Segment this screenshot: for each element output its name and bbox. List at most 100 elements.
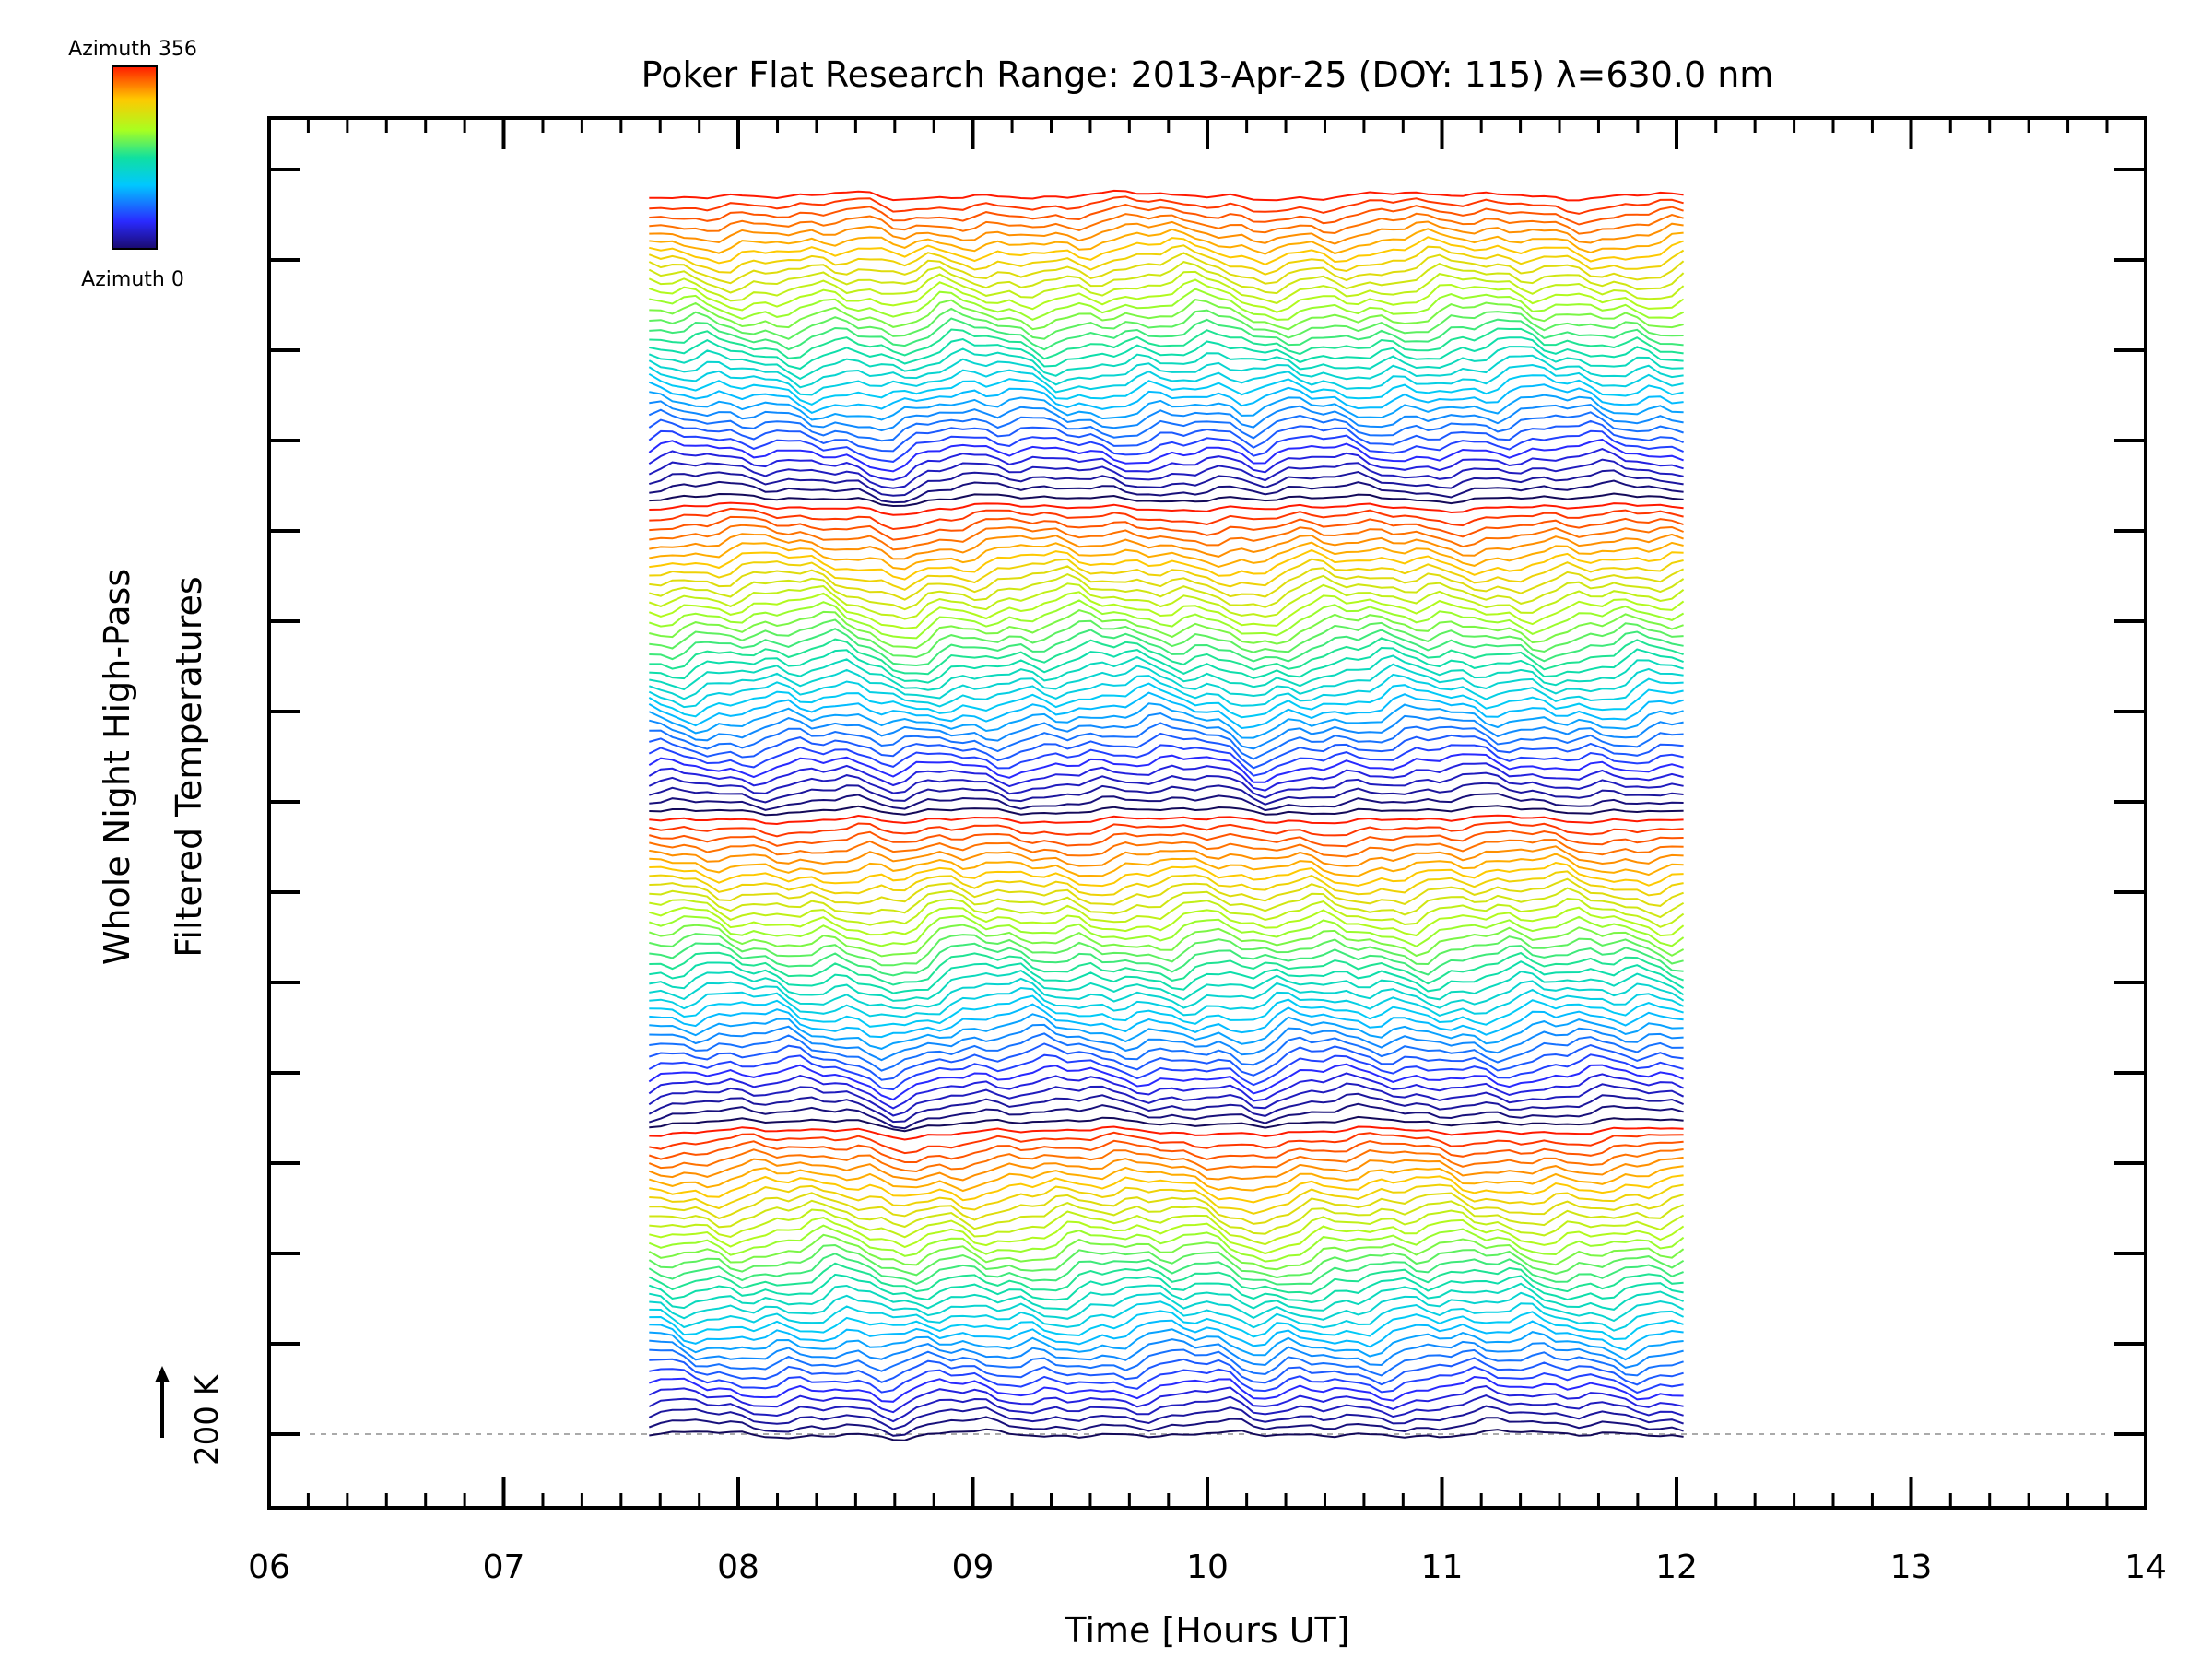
temperature-trace	[648, 582, 1685, 620]
temperature-trace	[649, 236, 1684, 265]
x-axis-title: Time [Hours UT]	[1064, 1610, 1349, 1651]
x-tick-label: 08	[717, 1548, 759, 1586]
temperature-trace	[649, 637, 1684, 676]
temperature-trace	[649, 814, 1684, 826]
temperature-trace	[648, 354, 1684, 389]
temperature-trace	[648, 363, 1684, 396]
temperature-trace	[648, 691, 1684, 730]
temperature-trace	[648, 1394, 1684, 1423]
temperature-trace	[649, 541, 1684, 571]
x-tick-label: 13	[1890, 1548, 1933, 1586]
temperature-trace	[649, 1291, 1685, 1323]
chart-title: Poker Flat Research Range: 2013-Apr-25 (…	[641, 54, 1774, 95]
x-tick-label: 07	[483, 1548, 525, 1586]
temperature-trace	[648, 1042, 1684, 1081]
temperature-trace	[649, 400, 1684, 432]
temperature-trace	[648, 702, 1684, 739]
temperature-trace	[649, 986, 1685, 1018]
temperature-trace	[648, 914, 1685, 947]
temperature-trace	[648, 599, 1685, 640]
temperature-trace	[648, 244, 1685, 276]
temperature-trace	[649, 618, 1684, 659]
temperature-trace	[649, 1115, 1684, 1133]
temperature-trace	[649, 732, 1684, 770]
y-axis-title-line-1: Whole Night High-Pass	[97, 569, 137, 965]
temperature-trace	[649, 906, 1685, 937]
temperature-trace	[648, 753, 1684, 783]
temperature-traces	[648, 189, 1685, 1441]
temperature-trace	[648, 744, 1684, 777]
temperature-trace	[649, 1183, 1684, 1215]
colorbar-top-label: Azimuth 356	[68, 38, 197, 61]
temperature-trace	[648, 1233, 1685, 1271]
y-axis-title: Whole Night High-Pass Filtered Temperatu…	[97, 569, 209, 965]
temperature-trace	[649, 1003, 1684, 1039]
temperature-trace	[649, 212, 1684, 235]
temperature-trace	[649, 1310, 1684, 1341]
temperature-trace	[649, 897, 1685, 928]
temperature-trace	[648, 458, 1684, 489]
x-tick-label: 12	[1655, 1548, 1698, 1586]
scale-bar-arrow-head	[155, 1366, 170, 1382]
temperature-trace	[649, 1131, 1684, 1155]
temperature-trace	[648, 1416, 1684, 1437]
y-axis-title-line-2: Filtered Temperatures	[169, 576, 209, 957]
temperature-trace	[649, 951, 1684, 986]
temperature-trace	[649, 845, 1684, 867]
temperature-trace	[648, 682, 1684, 719]
temperature-trace	[649, 1032, 1684, 1072]
temperature-trace	[648, 1072, 1685, 1110]
temperature-trace	[648, 438, 1684, 473]
temperature-trace	[649, 870, 1684, 897]
temperature-trace	[649, 558, 1684, 591]
temperature-trace	[649, 1216, 1685, 1255]
scale-bar: 200 K	[155, 1366, 226, 1465]
temperature-trace	[649, 1328, 1684, 1361]
temperature-trace	[648, 346, 1684, 381]
temperature-trace	[649, 524, 1684, 551]
temperature-trace	[648, 771, 1684, 799]
temperature-trace	[648, 1082, 1685, 1117]
temperature-trace	[648, 270, 1685, 305]
temperature-trace	[649, 722, 1684, 760]
x-tick-label: 09	[952, 1548, 994, 1586]
temperature-trace	[649, 299, 1684, 331]
temperature-trace	[648, 1243, 1685, 1279]
temperature-trace	[648, 418, 1684, 453]
temperature-trace	[649, 1192, 1684, 1225]
temperature-trace	[649, 1338, 1684, 1369]
x-tick-label: 14	[2124, 1548, 2167, 1586]
temperature-trace	[648, 1224, 1685, 1263]
temperature-trace	[648, 1253, 1684, 1286]
temperature-trace	[649, 830, 1684, 848]
temperature-trace	[649, 820, 1684, 838]
temperature-trace	[649, 933, 1684, 967]
temperature-trace	[648, 381, 1684, 415]
temperature-trace	[648, 1063, 1684, 1101]
temperature-trace	[648, 252, 1685, 285]
temperature-trace	[648, 1375, 1684, 1403]
temperature-trace	[649, 1319, 1684, 1351]
colorbar-bottom-label: Azimuth 0	[81, 268, 184, 291]
temperature-trace	[649, 307, 1684, 340]
temperature-trace	[648, 924, 1685, 958]
temperature-trace	[649, 327, 1684, 360]
temperature-trace	[649, 654, 1684, 691]
temperature-trace	[649, 646, 1684, 684]
colorbar-gradient	[112, 65, 158, 250]
temperature-trace	[649, 628, 1684, 667]
temperature-trace	[649, 839, 1684, 858]
temperature-trace	[649, 861, 1684, 888]
temperature-trace	[648, 372, 1684, 406]
temperature-trace	[649, 877, 1684, 907]
temperature-trace	[649, 1125, 1684, 1141]
temperature-trace	[648, 1053, 1684, 1091]
temperature-trace	[649, 887, 1685, 919]
temperature-trace	[648, 1384, 1684, 1414]
temperature-trace	[648, 261, 1685, 295]
temperature-trace	[649, 1300, 1685, 1332]
temperature-trace	[649, 1208, 1685, 1246]
temperature-trace	[649, 391, 1684, 421]
temperature-trace	[649, 1348, 1684, 1377]
